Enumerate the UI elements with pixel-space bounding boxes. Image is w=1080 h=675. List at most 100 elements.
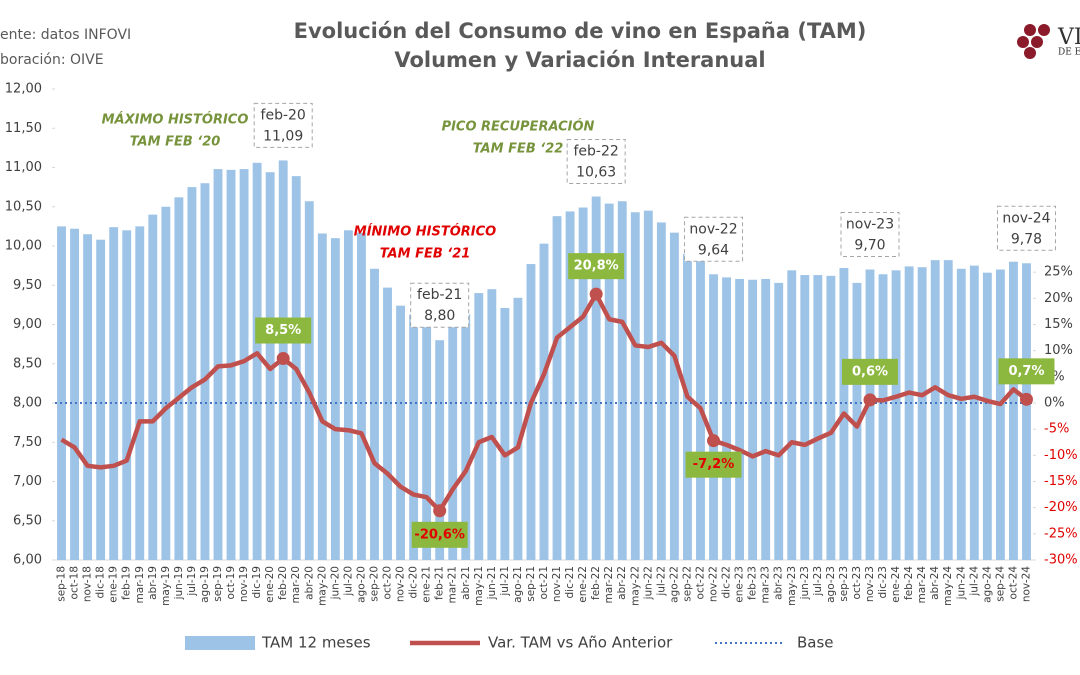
x-tick-label: nov-20	[395, 566, 407, 602]
callout-box	[566, 139, 626, 185]
bar-value-label: 9,70	[854, 238, 885, 254]
x-tick-label: feb-22	[590, 566, 602, 600]
bar-value-label: 11,09	[263, 128, 303, 144]
x-tick-label: ene-20	[264, 566, 276, 603]
x-tick-label: jul-20	[342, 566, 354, 597]
y2-tick-label: -20%	[1044, 500, 1078, 515]
x-tick-label: ene-23	[734, 566, 746, 603]
callout-category: nov-23	[846, 217, 894, 233]
annotation: MÁXIMO HISTÓRICO	[102, 112, 249, 128]
x-tick-label: may-20	[316, 566, 328, 606]
y-tick-label: 7,00	[13, 474, 42, 489]
bar	[109, 227, 119, 560]
callout-category: feb-20	[261, 107, 306, 123]
bar	[487, 289, 497, 560]
bar	[513, 297, 523, 560]
x-tick-label: sep-19	[212, 566, 224, 602]
x-tick-label: oct-24	[1007, 566, 1019, 600]
legend-label: Var. TAM vs Año Anterior	[488, 634, 673, 652]
line-label-box	[685, 451, 742, 478]
bar	[748, 279, 758, 560]
line-point	[276, 352, 290, 366]
bar	[813, 275, 823, 560]
bar	[1009, 261, 1018, 560]
x-tick-label: may-21	[473, 566, 485, 606]
x-tick-label: jun-21	[486, 566, 498, 600]
bar	[565, 211, 575, 560]
line-label-box	[255, 317, 312, 344]
x-tick-label: jul-19	[186, 566, 198, 597]
x-tick-label: abr-21	[460, 566, 472, 600]
bar	[956, 268, 966, 560]
legend-label: Base	[797, 634, 834, 652]
x-tick-label: mar-22	[603, 566, 615, 603]
x-tick-label: jul-24	[968, 566, 980, 597]
bar	[735, 278, 745, 560]
bar	[604, 203, 614, 561]
bar	[761, 278, 771, 560]
bar	[383, 287, 392, 560]
x-tick-label: jul-23	[812, 566, 824, 597]
bar	[526, 264, 536, 560]
chart-title: Evolución del Consumo de vino en España …	[294, 19, 867, 43]
bar	[709, 274, 718, 560]
bar	[630, 212, 640, 560]
bar	[161, 206, 171, 560]
logo-text: VI	[1057, 25, 1080, 50]
x-tick-label: ago-19	[199, 566, 211, 603]
callout-category: feb-21	[417, 287, 462, 303]
bar	[474, 293, 484, 560]
line-point	[707, 434, 721, 448]
bar	[995, 269, 1005, 560]
bar	[187, 187, 197, 560]
bar-value-label: 10,63	[576, 165, 616, 181]
x-tick-label: nov-24	[1020, 566, 1032, 602]
y2-tick-label: -10%	[1044, 448, 1078, 463]
bar	[891, 270, 901, 560]
bar	[343, 230, 353, 561]
x-tick-label: sep-20	[368, 566, 380, 602]
y2-tick-label: 20%	[1044, 291, 1073, 306]
annotation: TAM FEB ‘20	[130, 135, 221, 150]
x-tick-label: oct-19	[225, 566, 237, 599]
x-tick-label: feb-23	[747, 566, 759, 600]
y-tick-label: 12,00	[5, 82, 42, 97]
y2-tick-label: 10%	[1044, 343, 1073, 358]
chart-subtitle: Volumen y Variación Interanual	[394, 48, 765, 72]
x-tick-label: oct-22	[694, 566, 706, 599]
line-value-label: 8,5%	[265, 323, 301, 338]
bar	[409, 314, 419, 560]
x-tick-label: feb-24	[903, 566, 915, 600]
logo-text: DE E	[1058, 48, 1080, 58]
line-point	[1019, 392, 1033, 406]
x-tick-label: mar-23	[760, 566, 772, 603]
bar	[122, 230, 132, 561]
bar-value-label: 8,80	[424, 308, 455, 324]
y-tick-label: 10,00	[5, 239, 42, 254]
x-tick-label: abr-22	[616, 566, 628, 600]
callout-box	[410, 282, 470, 328]
bar	[865, 269, 875, 560]
y-tick-label: 6,00	[13, 553, 42, 568]
annotation: TAM FEB ‘22	[473, 142, 564, 157]
line-value-label: 20,8%	[574, 259, 619, 274]
y-tick-label: 8,50	[13, 356, 42, 371]
legend-label: TAM 12 meses	[261, 634, 371, 652]
line-value-label: 0,7%	[1008, 364, 1044, 379]
bar-value-label: 9,78	[1011, 231, 1042, 247]
x-tick-label: sep-24	[994, 566, 1006, 602]
bar	[878, 274, 888, 560]
callout-category: feb-22	[574, 144, 619, 160]
line	[60, 291, 1028, 514]
x-tick-label: jul-22	[655, 566, 667, 597]
x-tick-label: nov-22	[708, 566, 720, 602]
bar	[552, 216, 562, 561]
y-tick-label: 9,50	[13, 278, 42, 293]
bar	[57, 226, 66, 560]
bar	[252, 162, 262, 561]
x-tick-label: feb-19	[121, 566, 133, 600]
callout-category: nov-24	[1002, 210, 1050, 226]
y-tick-label: 10,50	[5, 199, 42, 214]
x-tick-label: oct-18	[69, 566, 81, 599]
bar	[643, 210, 653, 561]
